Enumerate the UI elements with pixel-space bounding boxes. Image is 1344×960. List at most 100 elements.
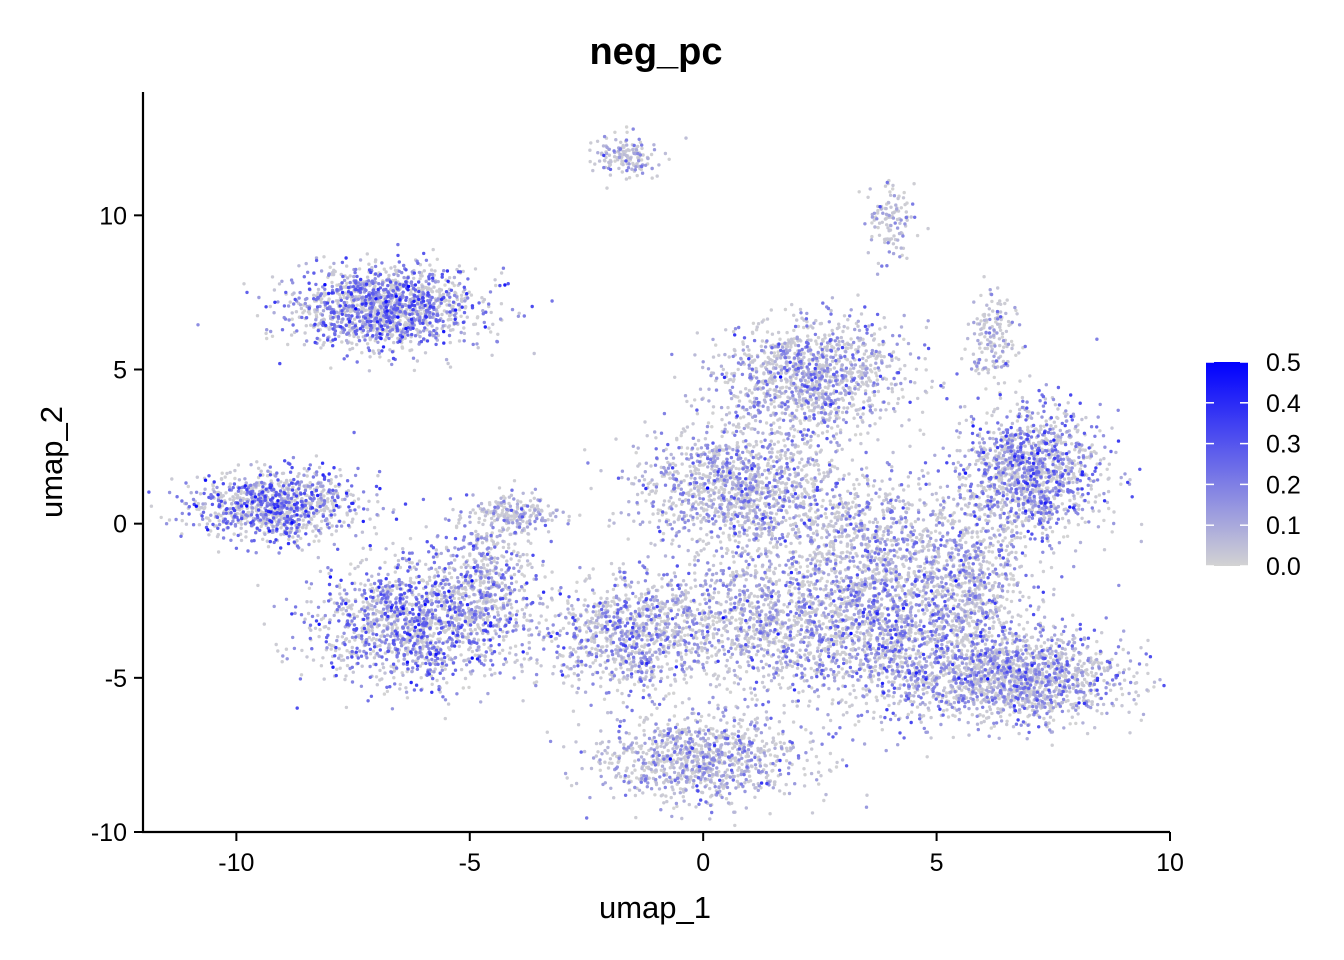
scatter-point xyxy=(634,815,638,820)
scatter-point xyxy=(720,434,724,439)
scatter-point xyxy=(1062,535,1066,539)
scatter-point xyxy=(652,641,656,646)
scatter-point xyxy=(844,700,848,705)
scatter-point xyxy=(784,544,788,549)
scatter-point xyxy=(964,540,968,545)
scatter-point xyxy=(1146,671,1150,676)
scatter-point xyxy=(802,502,806,506)
scatter-point xyxy=(841,626,845,631)
scatter-point xyxy=(952,696,956,700)
scatter-point xyxy=(890,543,894,547)
scatter-point xyxy=(405,696,410,700)
scatter-point xyxy=(1042,716,1046,721)
scatter-point xyxy=(647,492,651,496)
scatter-point xyxy=(345,264,349,268)
scatter-point xyxy=(982,322,987,326)
scatter-point xyxy=(699,641,703,645)
scatter-point xyxy=(1078,467,1083,471)
scatter-point xyxy=(328,265,332,269)
scatter-point xyxy=(775,545,779,550)
scatter-point xyxy=(845,550,849,554)
scatter-point xyxy=(757,547,761,551)
scatter-point xyxy=(419,676,423,680)
scatter-point xyxy=(522,574,526,578)
scatter-point xyxy=(1005,492,1009,497)
scatter-point xyxy=(788,584,792,589)
scatter-point xyxy=(1000,637,1004,641)
scatter-point xyxy=(501,545,506,550)
scatter-point xyxy=(800,468,804,472)
scatter-point xyxy=(675,722,680,727)
scatter-point xyxy=(808,699,812,703)
scatter-point xyxy=(391,541,395,546)
scatter-point xyxy=(159,515,163,520)
scatter-point xyxy=(627,731,631,736)
scatter-point xyxy=(770,769,774,773)
scatter-point xyxy=(1038,560,1043,564)
scatter-point xyxy=(734,618,738,622)
scatter-point xyxy=(563,675,568,679)
scatter-point xyxy=(1049,565,1054,570)
scatter-point xyxy=(1095,639,1099,644)
scatter-point xyxy=(903,377,907,381)
scatter-point xyxy=(838,652,843,657)
scatter-point xyxy=(671,538,675,542)
scatter-point xyxy=(728,538,732,542)
scatter-point xyxy=(489,330,493,334)
scatter-point xyxy=(825,579,829,584)
scatter-point xyxy=(684,652,688,657)
scatter-point xyxy=(1071,472,1076,476)
scatter-point xyxy=(881,533,885,537)
scatter-point xyxy=(561,626,566,631)
scatter-point xyxy=(635,173,639,178)
scatter-point xyxy=(719,561,723,566)
scatter-point xyxy=(688,562,692,567)
scatter-point xyxy=(601,670,605,674)
scatter-point xyxy=(256,475,261,480)
scatter-point xyxy=(750,697,754,701)
scatter-point xyxy=(593,658,598,663)
scatter-point xyxy=(837,477,841,482)
scatter-point xyxy=(1010,538,1014,542)
scatter-point xyxy=(695,412,700,416)
scatter-point xyxy=(506,526,511,530)
scatter-point xyxy=(686,633,690,637)
scatter-point xyxy=(986,635,991,639)
scatter-point xyxy=(996,706,1000,711)
scatter-point xyxy=(731,330,736,334)
scatter-point xyxy=(901,562,905,567)
scatter-point xyxy=(989,678,993,682)
scatter-point xyxy=(1120,692,1125,697)
scatter-point xyxy=(486,618,490,622)
scatter-point xyxy=(1019,531,1023,535)
scatter-point xyxy=(236,463,241,467)
scatter-point xyxy=(718,540,723,544)
scatter-point xyxy=(378,355,382,359)
scatter-point xyxy=(626,537,630,541)
scatter-point xyxy=(514,617,518,622)
scatter-point xyxy=(998,501,1003,505)
scatter-point xyxy=(327,571,331,576)
scatter-point xyxy=(844,652,848,656)
scatter-point xyxy=(832,634,836,639)
scatter-point xyxy=(448,340,452,345)
scatter-point xyxy=(432,631,436,636)
scatter-point xyxy=(410,561,414,565)
scatter-point xyxy=(710,654,714,658)
scatter-point xyxy=(875,378,879,382)
scatter-point xyxy=(974,630,978,634)
scatter-point xyxy=(767,549,771,553)
scatter-point xyxy=(535,504,540,508)
scatter-point xyxy=(566,601,570,605)
scatter-point xyxy=(775,455,779,459)
scatter-point xyxy=(473,267,478,271)
scatter-point xyxy=(725,371,729,375)
scatter-point xyxy=(803,773,807,777)
scatter-point xyxy=(922,566,927,570)
scatter-point xyxy=(981,593,985,597)
scatter-point xyxy=(365,342,370,346)
scatter-point xyxy=(775,363,779,367)
scatter-point xyxy=(286,342,290,347)
scatter-point xyxy=(620,170,624,174)
scatter-point xyxy=(774,591,778,596)
